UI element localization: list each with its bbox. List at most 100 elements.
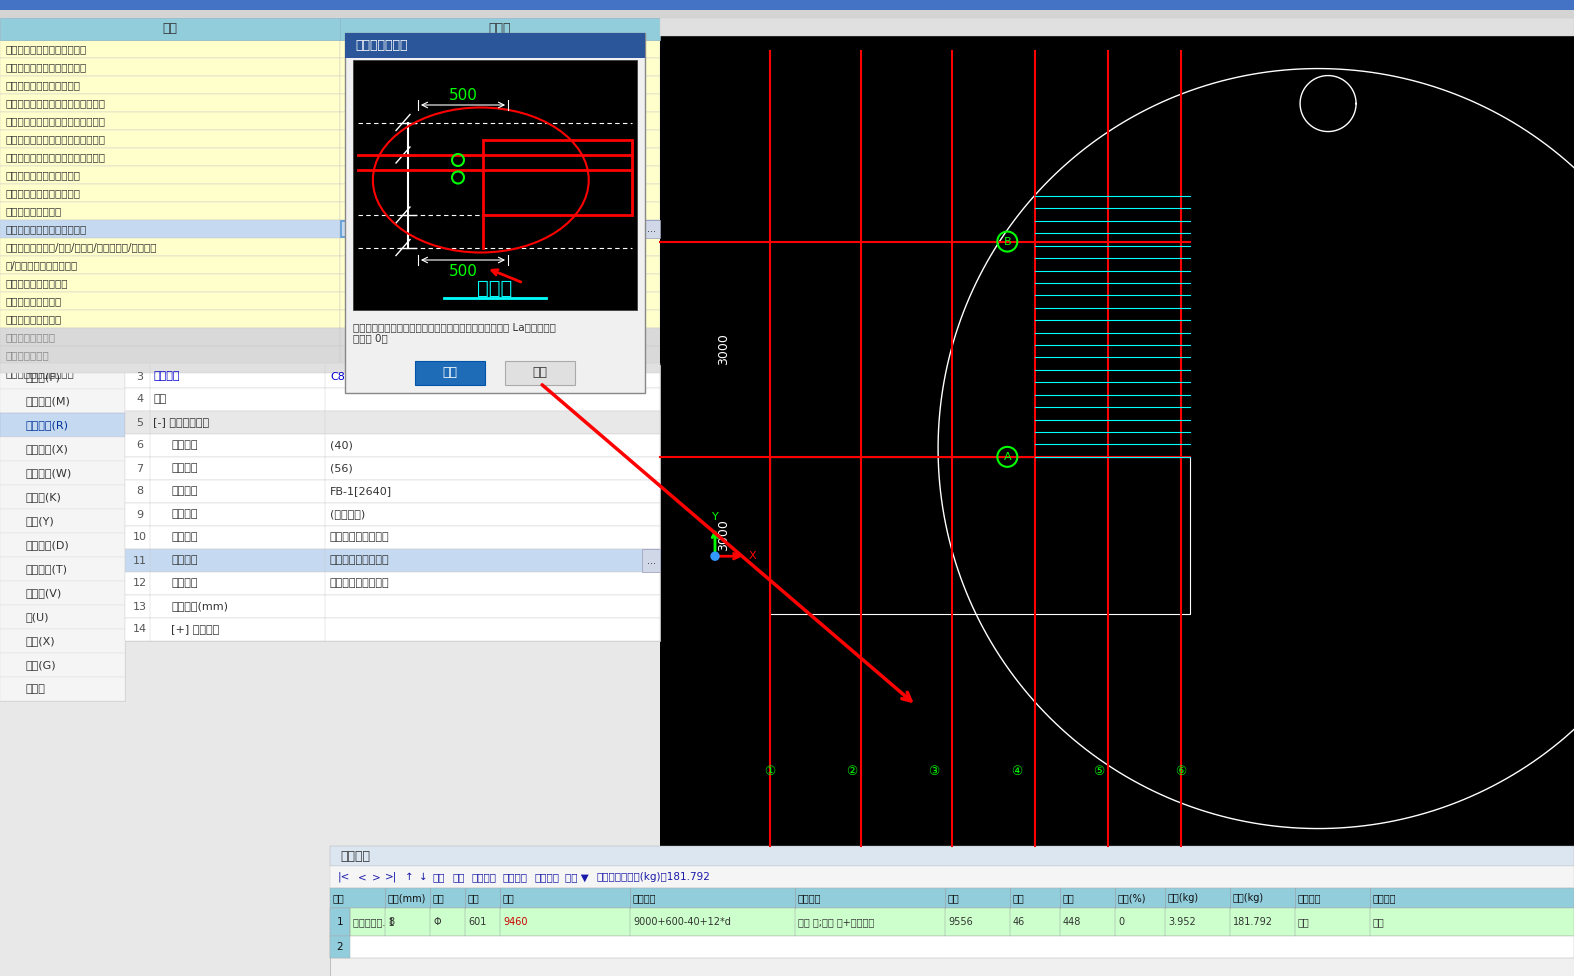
- Text: 传统算法：面筋、底筋伸入相邻筏板内水平段长度默认为 La，弯折长度
默认为 0。: 传统算法：面筋、底筋伸入相邻筏板内水平段长度默认为 La，弯折长度 默认为 0。: [353, 322, 556, 344]
- Text: 砼胎膜: 砼胎膜: [25, 684, 46, 694]
- Text: 12: 12: [132, 579, 146, 589]
- Text: 筏板负筋(X): 筏板负筋(X): [25, 444, 68, 454]
- Text: ↓: ↓: [419, 872, 428, 882]
- Text: 图形: 图形: [504, 893, 515, 903]
- Text: 插入: 插入: [433, 872, 445, 882]
- Text: 181.792: 181.792: [1232, 917, 1273, 927]
- Bar: [0, 461, 124, 485]
- Text: 汇总信息: 汇总信息: [172, 509, 197, 519]
- FancyBboxPatch shape: [342, 221, 660, 237]
- Text: 9000+600-40+12*d: 9000+600-40+12*d: [633, 917, 730, 927]
- Text: 基础梁(F): 基础梁(F): [25, 372, 60, 382]
- Text: 形基础斜交阳角构造: 形基础斜交阳角构造: [5, 296, 61, 306]
- Bar: [0, 533, 124, 557]
- Text: 节点1: 节点1: [345, 206, 364, 216]
- Text: 2: 2: [337, 942, 343, 952]
- Text: ⑤: ⑤: [1092, 765, 1105, 778]
- Text: 名称: 名称: [162, 22, 178, 35]
- Text: 形基础端部中间层钢筋构造: 形基础端部中间层钢筋构造: [5, 80, 80, 90]
- Text: 节点1: 节点1: [345, 278, 364, 288]
- Text: 节点一: 节点一: [477, 278, 513, 298]
- Text: 钢筋搭接: 钢筋搭接: [172, 464, 197, 473]
- Bar: [0, 363, 660, 373]
- Text: 节点1: 节点1: [345, 98, 364, 108]
- Text: 节点1: 节点1: [345, 296, 364, 306]
- Text: 绑扎: 绑扎: [1373, 917, 1385, 927]
- Bar: [0, 509, 124, 533]
- Text: 4: 4: [137, 394, 143, 404]
- Bar: [331, 936, 1574, 958]
- Bar: [340, 256, 660, 274]
- Text: FB-1[2640]: FB-1[2640]: [331, 486, 392, 497]
- Text: Φ: Φ: [433, 917, 441, 927]
- Text: 按默认搭接设置计算: 按默认搭接设置计算: [331, 579, 390, 589]
- Text: 板拉筋配置方式: 板拉筋配置方式: [5, 350, 49, 360]
- Bar: [340, 166, 660, 184]
- Text: 10: 10: [132, 533, 146, 543]
- Bar: [0, 0, 1574, 10]
- Bar: [353, 60, 637, 310]
- Text: 形基础端部无外伸下部钢筋遇梁构造: 形基础端部无外伸下部钢筋遇梁构造: [5, 116, 105, 126]
- Text: 钢筋信息: 钢筋信息: [153, 372, 179, 382]
- Bar: [124, 365, 660, 388]
- Bar: [0, 629, 124, 653]
- Text: 形基础端部外伸下部钢筋构造: 形基础端部外伸下部钢筋构造: [5, 62, 87, 72]
- Bar: [124, 526, 660, 549]
- Text: 9: 9: [137, 509, 143, 519]
- Bar: [0, 653, 124, 677]
- Text: 归类名称: 归类名称: [172, 486, 197, 497]
- Bar: [0, 365, 124, 701]
- Text: 筏板基础(M): 筏板基础(M): [25, 396, 69, 406]
- Text: 5: 5: [137, 418, 143, 427]
- Text: 形基础端部无外伸下部钢筋遇墙构造: 形基础端部无外伸下部钢筋遇墙构造: [5, 152, 105, 162]
- Text: 损耗(%): 损耗(%): [1118, 893, 1146, 903]
- Bar: [642, 549, 660, 572]
- Bar: [0, 184, 340, 202]
- Bar: [0, 328, 340, 346]
- Text: 通长 筋;保护 层+设定弯折: 通长 筋;保护 层+设定弯折: [798, 917, 874, 927]
- Text: 节点1: 节点1: [345, 116, 364, 126]
- Text: <: <: [357, 872, 367, 882]
- Text: 缩尺配筋: 缩尺配筋: [472, 872, 497, 882]
- Bar: [124, 595, 660, 618]
- Text: ⑥: ⑥: [1176, 765, 1187, 778]
- Text: 钢筋图库: 钢筋图库: [534, 872, 559, 882]
- Text: 节点1: 节点1: [345, 152, 364, 162]
- Bar: [770, 457, 1190, 614]
- Text: 搭接: 搭接: [1062, 893, 1075, 903]
- Text: 总重(kg): 总重(kg): [1232, 893, 1264, 903]
- Text: 图号: 图号: [467, 893, 480, 903]
- Text: 长度: 长度: [948, 893, 960, 903]
- Text: 垫层(X): 垫层(X): [25, 636, 55, 646]
- Bar: [124, 434, 660, 457]
- Bar: [340, 328, 660, 346]
- Text: 448: 448: [1062, 917, 1081, 927]
- Text: X: X: [749, 551, 757, 561]
- Text: 节点1: 节点1: [345, 314, 364, 324]
- Text: ④: ④: [1011, 765, 1022, 778]
- Bar: [331, 908, 349, 936]
- Text: 根数: 根数: [1014, 893, 1025, 903]
- Bar: [340, 130, 660, 148]
- Text: 基础板带(W): 基础板带(W): [25, 468, 71, 478]
- Text: 公式描述: 公式描述: [798, 893, 822, 903]
- Bar: [340, 346, 660, 364]
- Text: 形基础钢筋遇承台/独基/承台梁/基础联系梁/条基构造: 形基础钢筋遇承台/独基/承台梁/基础联系梁/条基构造: [5, 242, 156, 252]
- Bar: [0, 148, 340, 166]
- Bar: [124, 388, 660, 411]
- Bar: [660, 18, 1574, 846]
- Bar: [124, 457, 660, 480]
- Text: |<: |<: [338, 872, 351, 882]
- Bar: [340, 148, 660, 166]
- Text: 节点设置示意图: 节点设置示意图: [356, 39, 408, 52]
- Bar: [0, 40, 340, 58]
- Bar: [331, 846, 1574, 866]
- Text: 搭接设置: 搭接设置: [172, 579, 197, 589]
- Text: 形基础端部无外伸上部钢筋遇梁构造: 形基础端部无外伸上部钢筋遇梁构造: [5, 98, 105, 108]
- Text: ②: ②: [847, 765, 858, 778]
- Text: Y: Y: [711, 512, 718, 522]
- Text: 独立基础(D): 独立基础(D): [25, 540, 69, 550]
- Text: 形基础钢筋遇柱墩构造: 形基础钢筋遇柱墩构造: [5, 278, 68, 288]
- Text: 板式筏形基础顶部高差节点: 板式筏形基础顶部高差节点: [5, 188, 80, 198]
- Bar: [331, 936, 349, 958]
